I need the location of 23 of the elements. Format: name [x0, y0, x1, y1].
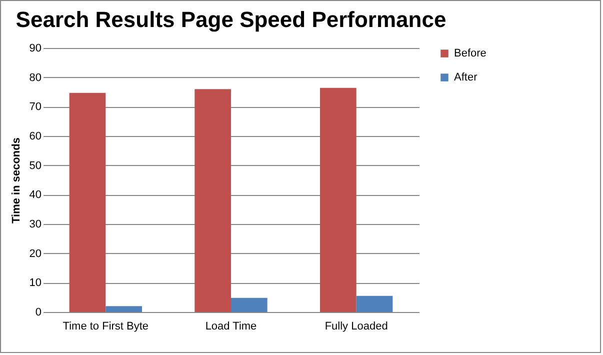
bar — [69, 92, 106, 312]
y-tick-label: 90 — [29, 42, 42, 54]
bar — [356, 296, 393, 312]
y-tick-label: 30 — [29, 218, 42, 230]
y-axis-title: Time in seconds — [10, 138, 22, 224]
y-tick-label: 0 — [35, 306, 42, 318]
y-tick-label: 20 — [29, 248, 42, 260]
bar — [106, 306, 142, 312]
x-tick-label: Load Time — [205, 320, 257, 332]
y-tick-label: 50 — [29, 160, 42, 172]
chart-title: Search Results Page Speed Performance — [16, 7, 446, 32]
legend-label: After — [454, 72, 478, 84]
y-tick-label: 80 — [29, 72, 42, 84]
y-tick-label: 40 — [29, 189, 42, 202]
y-tick-label: 60 — [29, 130, 42, 142]
y-tick-label: 70 — [29, 101, 42, 114]
bar — [231, 298, 268, 312]
bar — [194, 89, 231, 312]
bar — [320, 88, 356, 312]
x-tick-label: Time to First Byte — [62, 320, 149, 332]
legend-label: Before — [454, 48, 486, 60]
x-tick-label: Fully Loaded — [324, 320, 388, 332]
y-tick-label: 10 — [29, 277, 42, 290]
